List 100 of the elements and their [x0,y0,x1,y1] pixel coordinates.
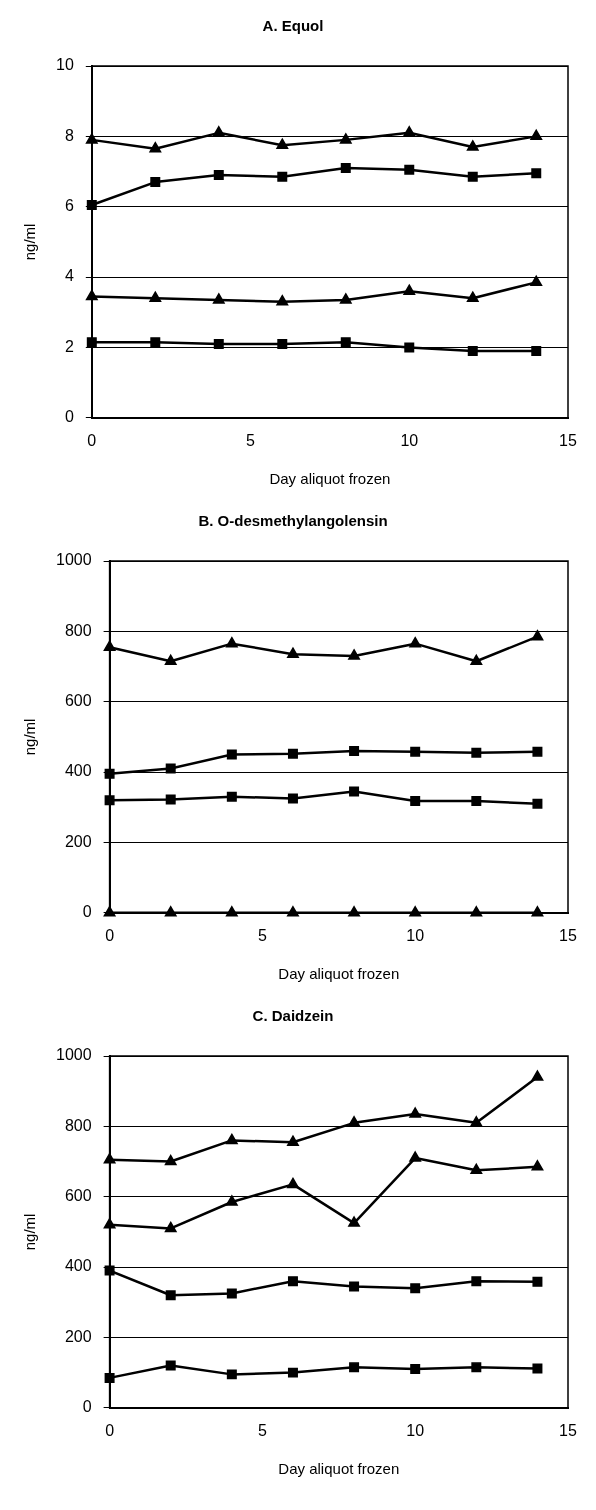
point [287,1367,298,1378]
y-tick-label: 4 [64,267,74,285]
point [104,1265,115,1276]
x-tick-label: 5 [257,1421,267,1439]
point [339,133,352,144]
y-tick-label: 1000 [56,551,92,569]
y-tick-label: 1000 [56,1046,92,1064]
point [471,1276,482,1287]
point [470,1163,483,1175]
point [164,1154,177,1166]
point [225,636,238,648]
point [165,1360,176,1371]
point [149,291,162,302]
point [404,342,415,353]
x-tick-label: 5 [257,926,267,944]
point [340,337,351,348]
point [349,1281,360,1292]
point [532,1276,543,1287]
x-tick-label: 10 [400,431,419,449]
x-axis-title: Day aliquot frozen [269,470,391,488]
y-tick-label: 400 [64,762,92,780]
point [409,1151,422,1162]
point [340,163,351,174]
point [165,1290,176,1301]
point [466,291,479,302]
point [150,337,161,348]
point [531,1160,544,1171]
point [531,1070,544,1081]
point [467,345,478,356]
point [277,171,288,182]
x-tick-label: 15 [559,926,577,944]
y-tick-label: 600 [64,692,92,710]
point [532,746,543,757]
y-tick-label: 400 [64,1257,92,1275]
x-axis-title: Day aliquot frozen [278,965,400,983]
y-tick-label: 800 [64,621,92,639]
x-tick-label: 15 [559,431,577,449]
x-tick-label: 0 [105,926,115,944]
point [471,795,482,806]
point [349,786,360,797]
point [471,747,482,758]
x-tick-label: 10 [406,1421,425,1439]
point [470,654,483,666]
point [226,1288,237,1299]
point [103,1218,116,1229]
point [226,791,237,802]
point [530,129,543,141]
point [410,795,421,806]
point [149,141,162,153]
point [348,649,361,660]
point [531,629,544,641]
point [226,749,237,760]
y-tick-label: 0 [64,408,74,426]
y-axis-title: ng/ml [21,718,39,756]
x-tick-label: 15 [559,1421,577,1439]
point [287,647,299,658]
point [104,768,115,779]
point [150,177,161,188]
point [213,338,224,349]
y-tick-label: 0 [82,903,92,921]
point [403,126,416,137]
y-tick-label: 200 [64,832,92,850]
point [103,906,116,917]
chart-title: A. Equol [262,17,324,35]
point [409,636,422,648]
point [212,126,225,137]
point [103,640,116,651]
point [348,1216,361,1227]
point [226,1369,237,1380]
point [409,1107,422,1118]
point [164,654,177,666]
point [410,1364,421,1375]
point [164,1221,177,1233]
x-tick-label: 5 [246,431,256,449]
point [530,275,543,287]
x-axis-title: Day aliquot frozen [278,1460,400,1478]
point [410,1283,421,1294]
point [349,1362,360,1373]
point [348,1116,361,1127]
point [339,293,352,304]
point [277,338,288,349]
point [276,294,289,306]
point [276,138,289,149]
point [531,168,542,179]
point [470,1116,483,1127]
point [165,794,176,805]
chart-title: B. O-desmethylangolensin [198,512,388,530]
x-tick-label: 10 [406,926,425,944]
point [403,284,416,295]
y-tick-label: 600 [64,1187,92,1205]
y-tick-label: 800 [64,1116,92,1134]
point [213,170,224,181]
point [212,293,225,304]
x-tick-label: 0 [105,1421,115,1439]
point [165,763,176,774]
point [466,140,479,151]
chart-title: C. Daidzein [252,1007,334,1025]
y-axis-title: ng/ml [21,223,39,261]
point [287,793,298,804]
point [404,164,415,175]
